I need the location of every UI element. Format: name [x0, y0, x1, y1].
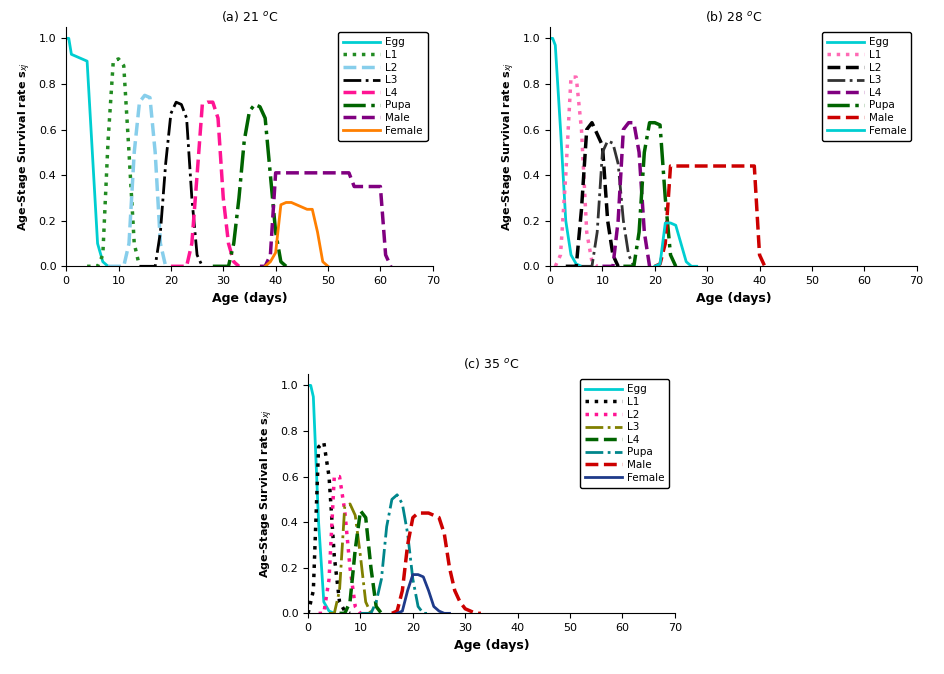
X-axis label: Age (days): Age (days) — [453, 639, 529, 652]
Legend: Egg, L1, L2, L3, L4, Pupa, Male, Female: Egg, L1, L2, L3, L4, Pupa, Male, Female — [580, 379, 668, 488]
Y-axis label: Age-Stage Survival rate s$_{xj}$: Age-Stage Survival rate s$_{xj}$ — [259, 409, 275, 578]
Legend: Egg, L1, L2, L3, L4, Pupa, Male, Female: Egg, L1, L2, L3, L4, Pupa, Male, Female — [821, 32, 910, 141]
Y-axis label: Age-Stage Survival rate s$_{xj}$: Age-Stage Survival rate s$_{xj}$ — [17, 62, 33, 231]
Legend: Egg, L1, L2, L3, L4, Pupa, Male, Female: Egg, L1, L2, L3, L4, Pupa, Male, Female — [338, 32, 427, 141]
X-axis label: Age (days): Age (days) — [211, 292, 287, 305]
Title: (b) 28 $^o$C: (b) 28 $^o$C — [704, 9, 761, 24]
X-axis label: Age (days): Age (days) — [695, 292, 770, 305]
Title: (c) 35 $^o$C: (c) 35 $^o$C — [463, 357, 519, 371]
Title: (a) 21 $^o$C: (a) 21 $^o$C — [221, 9, 278, 24]
Y-axis label: Age-Stage Survival rate s$_{xj}$: Age-Stage Survival rate s$_{xj}$ — [500, 62, 516, 231]
